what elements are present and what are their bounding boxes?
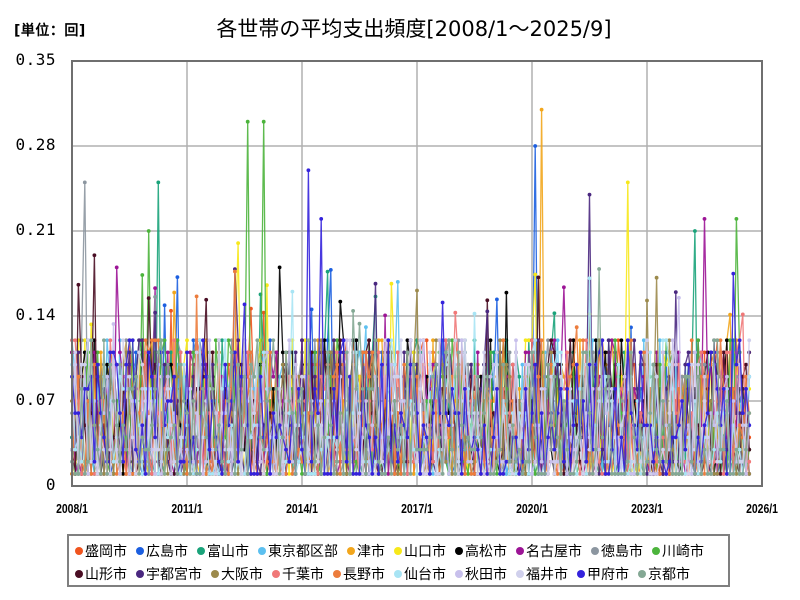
legend-item: 山形市: [75, 564, 127, 584]
y-tick-label: 0.07: [15, 390, 56, 409]
y-tick-label: 0: [45, 475, 56, 494]
plot-frame: [71, 60, 763, 487]
legend-label: 高松市: [465, 544, 507, 560]
legend-item: 盛岡市: [75, 541, 127, 561]
legend-label: 甲府市: [587, 567, 629, 583]
legend-item: 名古屋市: [516, 541, 582, 561]
legend-label: 仙台市: [404, 567, 446, 583]
legend-label: 富山市: [207, 544, 249, 560]
legend-label: 東京都区部: [268, 544, 338, 560]
y-tick-label: 0.21: [15, 220, 56, 239]
legend-label: 広島市: [146, 544, 188, 560]
legend-item: 甲府市: [577, 564, 629, 584]
legend-marker-icon: [516, 570, 524, 578]
legend-marker-icon: [516, 547, 524, 555]
x-tick-label: 2026/1: [746, 501, 778, 516]
legend-item: 東京都区部: [258, 541, 338, 561]
unit-label: [単位：回]: [14, 23, 86, 39]
legend-label: 大阪市: [221, 567, 263, 583]
legend-marker-icon: [75, 547, 83, 555]
x-tick-label: 2020/1: [516, 501, 548, 516]
legend-marker-icon: [455, 570, 463, 578]
legend-item: 長野市: [333, 564, 385, 584]
legend-label: 千葉市: [282, 567, 324, 583]
y-tick-label: 0.14: [15, 305, 56, 324]
legend-label: 京都市: [648, 567, 690, 583]
legend-marker-icon: [591, 547, 599, 555]
y-tick-label: 0.35: [15, 50, 56, 69]
legend-marker-icon: [136, 570, 144, 578]
x-tick-label: 2008/1: [56, 501, 88, 516]
legend-label: 宇都宮市: [146, 567, 202, 583]
legend-marker-icon: [258, 547, 266, 555]
legend-label: 福井市: [526, 567, 568, 583]
x-tick-label: 2011/1: [171, 501, 203, 516]
legend-item: 山口市: [394, 541, 446, 561]
legend-item: 福井市: [516, 564, 568, 584]
legend-item: 大阪市: [211, 564, 263, 584]
legend-marker-icon: [638, 570, 646, 578]
legend-marker-icon: [455, 547, 463, 555]
legend-item: 京都市: [638, 564, 690, 584]
legend-item: 津市: [347, 541, 385, 561]
x-tick-label: 2023/1: [631, 501, 663, 516]
legend-marker-icon: [394, 570, 402, 578]
legend-item: 川崎市: [652, 541, 704, 561]
legend-row: 盛岡市 広島市 富山市 東京都区部 津市 山口市 高松市 名古屋市 徳島市 川崎市: [75, 540, 713, 562]
legend-item: 徳島市: [591, 541, 643, 561]
y-tick-label: 0.28: [15, 135, 56, 154]
legend: 盛岡市 広島市 富山市 東京都区部 津市 山口市 高松市 名古屋市 徳島市 川崎市 山形市 宇都宮市…: [67, 534, 730, 587]
x-tick-label: 2014/1: [286, 501, 318, 516]
legend-marker-icon: [197, 547, 205, 555]
legend-marker-icon: [211, 570, 219, 578]
legend-item: 千葉市: [272, 564, 324, 584]
legend-item: 広島市: [136, 541, 188, 561]
legend-marker-icon: [75, 570, 83, 578]
chart-title: 各世帯の平均支出頻度[2008/1～2025/9]: [216, 17, 612, 41]
legend-label: 川崎市: [662, 544, 704, 560]
legend-label: 名古屋市: [526, 544, 582, 560]
legend-label: 山形市: [85, 567, 127, 583]
legend-row: 山形市 宇都宮市 大阪市 千葉市 長野市 仙台市 秋田市 福井市 甲府市 京都市: [75, 563, 699, 585]
legend-item: 宇都宮市: [136, 564, 202, 584]
legend-item: 高松市: [455, 541, 507, 561]
legend-label: 秋田市: [465, 567, 507, 583]
legend-item: 富山市: [197, 541, 249, 561]
legend-label: 長野市: [343, 567, 385, 583]
legend-label: 津市: [357, 544, 385, 560]
legend-marker-icon: [136, 547, 144, 555]
legend-item: 秋田市: [455, 564, 507, 584]
legend-label: 盛岡市: [85, 544, 127, 560]
legend-marker-icon: [333, 570, 341, 578]
legend-marker-icon: [347, 547, 355, 555]
legend-label: 山口市: [404, 544, 446, 560]
legend-marker-icon: [272, 570, 280, 578]
legend-marker-icon: [577, 570, 585, 578]
x-tick-label: 2017/1: [401, 501, 433, 516]
legend-marker-icon: [652, 547, 660, 555]
legend-label: 徳島市: [601, 544, 643, 560]
legend-item: 仙台市: [394, 564, 446, 584]
legend-marker-icon: [394, 547, 402, 555]
